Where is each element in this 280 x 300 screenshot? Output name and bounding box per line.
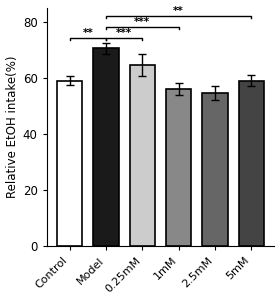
Bar xyxy=(93,48,119,246)
Bar xyxy=(57,81,82,246)
Text: ***: *** xyxy=(134,17,150,27)
Bar xyxy=(239,81,264,246)
Text: **: ** xyxy=(83,28,93,38)
Bar xyxy=(202,93,228,246)
Bar xyxy=(166,89,192,246)
Bar xyxy=(130,65,155,246)
Text: **: ** xyxy=(173,6,184,16)
Y-axis label: Relative EtOH intake(%): Relative EtOH intake(%) xyxy=(6,56,18,198)
Text: ***: *** xyxy=(116,28,132,38)
